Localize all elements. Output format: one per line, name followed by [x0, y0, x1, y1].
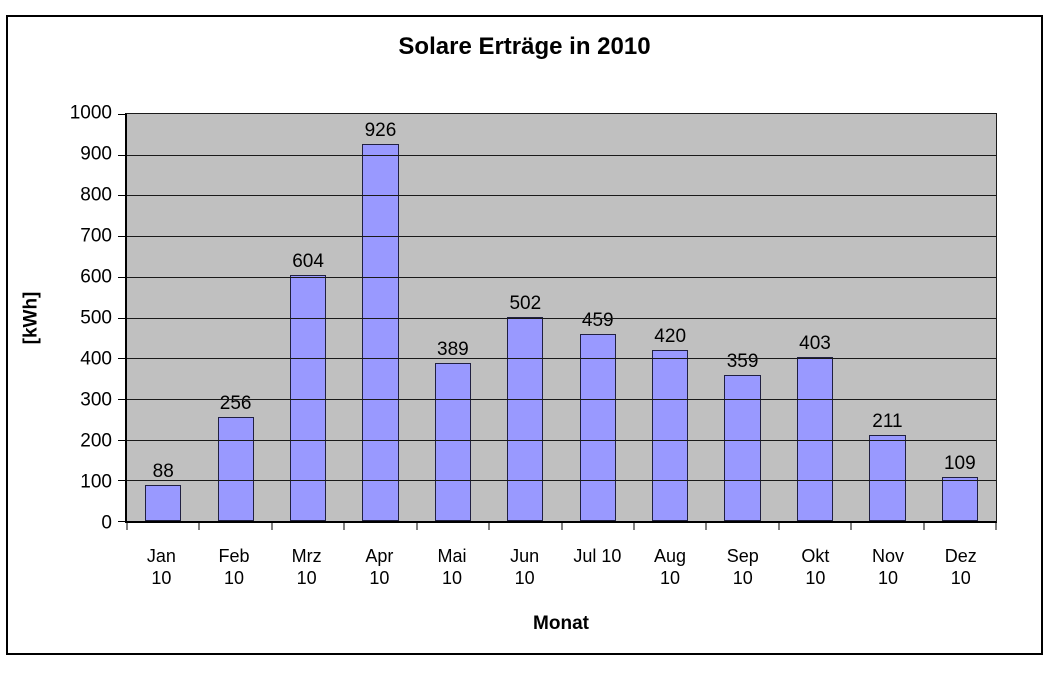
bar-value-label: 403 [799, 332, 831, 354]
x-tick-label: Nov 10 [872, 546, 905, 588]
bar-cell: 389 [417, 114, 489, 521]
plot-area: 88 256 604 926 389 502 459 420 359 403 211 109 [118, 113, 997, 530]
bar-cell: 403 [779, 114, 851, 521]
bar-value-label: 604 [292, 251, 324, 273]
y-tick-mark [118, 439, 125, 441]
chart-frame: Solare Erträge in 2010 [kWh] 0 100 200 300 4… [6, 15, 1043, 655]
bar-jul-10: 459 [579, 311, 616, 521]
gridline [127, 358, 996, 360]
y-tick-mark [118, 480, 125, 482]
gridline [127, 439, 996, 441]
bar-aug-10: 420 [652, 327, 689, 521]
bar-okt-10: 403 [796, 333, 834, 521]
x-tick-mark [271, 522, 273, 530]
x-tick-label: Dez 10 [944, 546, 977, 588]
y-tick-label: 0 [101, 512, 112, 534]
y-tick-mark [118, 398, 125, 400]
y-tick-label: 500 [80, 307, 112, 329]
x-tick-mark [995, 522, 997, 530]
bar-cell: 502 [489, 114, 561, 521]
x-tick-label: Sep 10 [726, 546, 759, 588]
y-tick-mark [118, 114, 125, 115]
bar-value-label: 359 [726, 350, 759, 372]
x-tick-mark [488, 522, 490, 530]
bar-value-label: 926 [364, 120, 397, 142]
y-tick-label: 300 [80, 389, 112, 411]
bar-jun-10: 502 [507, 293, 544, 521]
y-tick-label: 800 [80, 184, 112, 206]
y-tick-mark [118, 317, 125, 319]
y-tick-label: 700 [80, 225, 112, 247]
bar-cell: 211 [851, 114, 923, 521]
y-tick-mark [118, 276, 125, 278]
gridline [127, 236, 996, 238]
bar-nov-10: 211 [869, 412, 906, 521]
x-tick-label: Apr 10 [365, 546, 394, 588]
y-tick-mark [118, 154, 125, 156]
gridline [127, 195, 996, 197]
chart-title: Solare Erträge in 2010 [398, 33, 651, 60]
x-tick-mark [705, 522, 707, 530]
x-tick-mark [850, 522, 852, 530]
x-tick-mark [561, 522, 562, 530]
gridline [127, 398, 996, 400]
y-tick-label: 400 [80, 348, 112, 370]
bar-mai-10: 389 [434, 339, 471, 521]
bar-value-label: 88 [152, 461, 174, 483]
x-tick-mark [778, 522, 780, 530]
x-tick-mark [416, 522, 418, 530]
x-tick-mark [923, 522, 925, 530]
bar-value-label: 109 [943, 452, 976, 474]
bar-cell: 604 [272, 114, 344, 521]
bar-cell: 88 [127, 114, 199, 521]
y-tick-mark [118, 521, 125, 522]
x-tick-mark [343, 522, 345, 530]
y-tick-mark [118, 358, 125, 360]
bar-value-label: 256 [219, 392, 252, 414]
bar-dez-10: 109 [941, 453, 978, 521]
gridline [127, 276, 996, 278]
bar-value-label: 502 [509, 292, 542, 314]
gridline [127, 480, 996, 482]
x-axis-title: Monat [533, 613, 589, 634]
x-tick-mark [633, 522, 635, 530]
x-tick-label: Jul 10 [573, 546, 622, 566]
y-tick-label: 100 [80, 471, 112, 493]
y-tick-label: 600 [80, 266, 112, 288]
y-tick-label: 900 [80, 143, 112, 165]
bar-mrz-10: 604 [289, 252, 327, 521]
y-tick-mark [118, 195, 125, 197]
x-tick-label: Jan 10 [146, 546, 176, 588]
bar-feb-10: 256 [217, 393, 254, 521]
bar-value-label: 389 [437, 338, 469, 360]
x-tick-mark [198, 522, 200, 530]
y-tick-label: 200 [80, 430, 112, 452]
y-axis-labels: 0 100 200 300 400 500 600 700 800 900 1000 [8, 104, 112, 533]
x-axis-labels: Jan 10 Feb 10 Mrz 10 Apr 10 Mai 10 Jun 10 Jul … [125, 545, 997, 589]
x-tick-label: Jun 10 [510, 546, 540, 588]
bar-sep-10: 359 [724, 351, 761, 521]
x-tick-mark [126, 522, 128, 530]
gridline [127, 317, 996, 319]
gridline [127, 154, 996, 156]
bar-value-label: 420 [654, 326, 687, 348]
bar-apr-10: 926 [362, 121, 399, 521]
y-tick-mark [118, 236, 125, 238]
x-tick-label: Feb 10 [218, 546, 250, 588]
bar-jan-10: 88 [145, 462, 182, 521]
x-tick-label: Okt 10 [801, 546, 830, 588]
bar-value-label: 211 [872, 411, 903, 433]
bar-cell: 420 [634, 114, 706, 521]
x-tick-label: Mai 10 [437, 546, 467, 588]
x-tick-label: Aug 10 [654, 546, 687, 588]
x-tick-label: Mrz 10 [291, 546, 322, 588]
bar-cell: 926 [344, 114, 416, 521]
bars-row: 88 256 604 926 389 502 459 420 359 403 211 109 [127, 114, 996, 521]
y-tick-label: 1000 [69, 102, 112, 124]
bar-cell: 109 [924, 114, 996, 521]
bar-cell: 459 [562, 114, 634, 521]
bar-value-label: 459 [581, 310, 614, 332]
bar-cell: 256 [199, 114, 271, 521]
